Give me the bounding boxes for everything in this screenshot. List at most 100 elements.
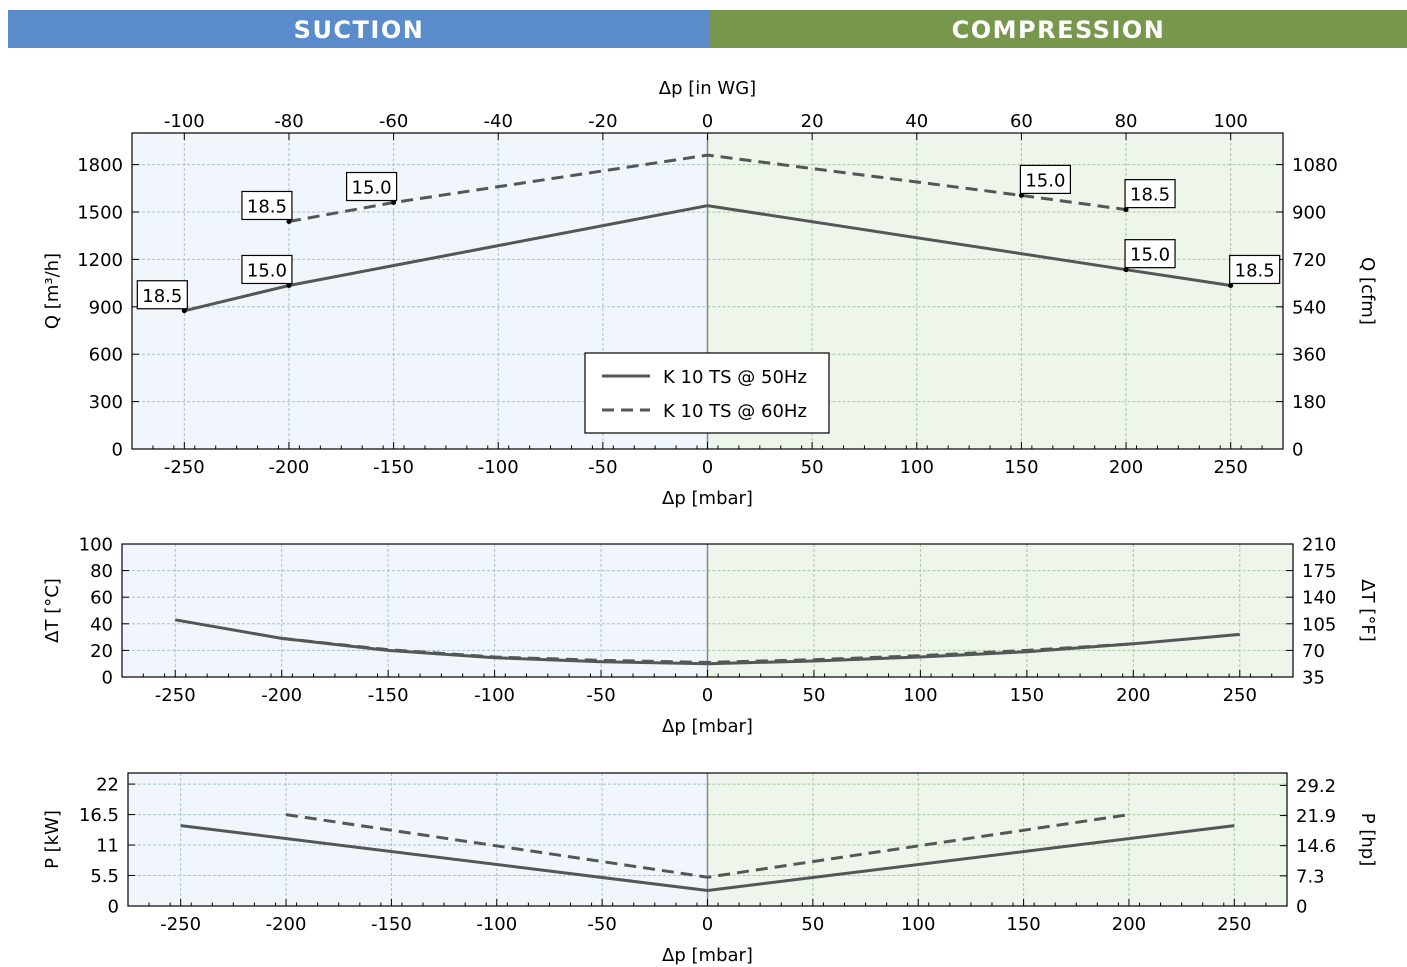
x-tick-label: 150: [1010, 685, 1044, 706]
legend-box: [584, 352, 830, 434]
annotation-label: 18.5: [142, 286, 182, 307]
x2-tick-label: 60: [1010, 111, 1033, 132]
y-tick-label: 5.5: [90, 866, 119, 887]
y-tick-label: 22: [96, 775, 119, 796]
y-axis-label: P [kW]: [42, 810, 63, 869]
x2-tick-label: -60: [379, 111, 408, 132]
x-tick-label: 150: [1006, 914, 1040, 935]
x-tick-label: -250: [155, 685, 196, 706]
y2-tick-label: 14.6: [1296, 836, 1336, 857]
y-tick-label: 0: [102, 668, 113, 689]
y-tick-label: 80: [90, 561, 113, 582]
series-60hz-line: [281, 636, 1134, 664]
x-tick-label: -50: [586, 685, 615, 706]
compression-banner: COMPRESSION: [710, 10, 1407, 48]
y2-tick-label: 0: [1296, 897, 1307, 918]
y2-axis-label: Q [cfm]: [1357, 257, 1378, 325]
annotation-label: 18.5: [1235, 260, 1275, 281]
series-50hz-line: [183, 204, 1231, 313]
y2-tick-label: 900: [1292, 203, 1326, 224]
y2-tick-label: 21.9: [1296, 806, 1336, 827]
x-tick-label: 50: [801, 914, 824, 935]
y-tick-label: 1500: [77, 203, 123, 224]
x-tick-label: -50: [588, 457, 617, 478]
x-axis-label: Δp [mbar]: [662, 945, 753, 966]
y-tick-label: 16.5: [79, 805, 119, 826]
y2-tick-label: 29.2: [1296, 776, 1336, 797]
series-50hz-line: [180, 824, 1235, 893]
series-60hz-line: [288, 153, 1127, 223]
legend-solid-label: K 10 TS @ 50Hz: [663, 367, 807, 388]
annotation-point: [181, 308, 187, 314]
x-tick-label: 100: [903, 685, 937, 706]
y-tick-label: 0: [112, 440, 123, 461]
x-tick-label: -150: [368, 685, 409, 706]
annotation-point: [391, 200, 397, 206]
x-tick-label: 0: [702, 685, 713, 706]
annotation-label: 15.0: [247, 260, 287, 281]
x2-tick-label: 40: [905, 111, 928, 132]
x-tick-label: 0: [702, 457, 713, 478]
y-axis-label: Q [m³/h]: [42, 253, 63, 329]
y2-tick-label: 360: [1292, 345, 1326, 366]
suction-area: [128, 773, 708, 906]
x2-tick-label: -20: [588, 111, 617, 132]
compression-area: [707, 773, 1287, 906]
x2-tick-label: 20: [801, 111, 824, 132]
x-tick-label: -150: [373, 457, 414, 478]
y2-tick-label: 175: [1302, 561, 1336, 582]
y-tick-label: 600: [89, 345, 123, 366]
x-axis-label: Δp [mbar]: [662, 488, 753, 509]
x2-tick-label: 0: [702, 111, 713, 132]
annotation-label: 15.0: [352, 178, 392, 199]
x-tick-label: -150: [371, 914, 412, 935]
suction-area: [122, 544, 708, 677]
x-tick-label: 0: [702, 914, 713, 935]
annotation-point: [1228, 282, 1234, 288]
x-tick-label: 200: [1112, 914, 1146, 935]
annotation-box: [345, 171, 398, 202]
y-tick-label: 1800: [77, 155, 123, 176]
x2-axis-label: Δp [in WG]: [659, 78, 756, 99]
x2-tick-label: 80: [1115, 111, 1138, 132]
legend-dashed-label: K 10 TS @ 60Hz: [663, 401, 807, 422]
annotation-box: [136, 280, 188, 310]
y-tick-label: 20: [90, 641, 113, 662]
y2-tick-label: 7.3: [1296, 866, 1325, 887]
y-tick-label: 40: [90, 614, 113, 635]
annotation-box: [241, 190, 293, 221]
y-tick-label: 1200: [77, 250, 123, 271]
y2-tick-label: 210: [1302, 535, 1336, 556]
annotation-box: [1124, 179, 1176, 209]
x-tick-label: 250: [1214, 457, 1248, 478]
x2-tick-label: 100: [1214, 111, 1248, 132]
annotation-label: 18.5: [247, 196, 287, 217]
x2-tick-label: -80: [274, 111, 303, 132]
x-tick-label: -200: [261, 685, 302, 706]
y2-tick-label: 0: [1292, 440, 1303, 461]
x-tick-label: 200: [1116, 685, 1150, 706]
y-tick-label: 300: [89, 392, 123, 413]
annotation-point: [286, 218, 292, 224]
y2-tick-label: 105: [1302, 614, 1336, 635]
x-tick-label: 250: [1217, 914, 1251, 935]
x-tick-label: -200: [269, 457, 310, 478]
y-tick-label: 0: [108, 897, 119, 918]
annotation-point: [1123, 207, 1129, 213]
x-axis-label: Δp [mbar]: [662, 716, 753, 737]
annotation-point: [286, 282, 292, 288]
x-tick-label: 50: [803, 685, 826, 706]
x2-tick-label: -40: [484, 111, 513, 132]
y2-axis-label: P [hp]: [1357, 813, 1378, 866]
x-tick-label: -250: [160, 914, 201, 935]
y2-tick-label: 180: [1292, 392, 1326, 413]
series-60hz-line: [285, 813, 1130, 879]
x-tick-label: 200: [1109, 457, 1143, 478]
y2-tick-label: 35: [1302, 668, 1325, 689]
annotation-box: [1124, 239, 1176, 269]
y-tick-label: 60: [90, 588, 113, 609]
annotation-box: [1019, 164, 1072, 195]
y2-tick-label: 1080: [1292, 155, 1338, 176]
suction-banner: SUCTION: [8, 10, 710, 48]
